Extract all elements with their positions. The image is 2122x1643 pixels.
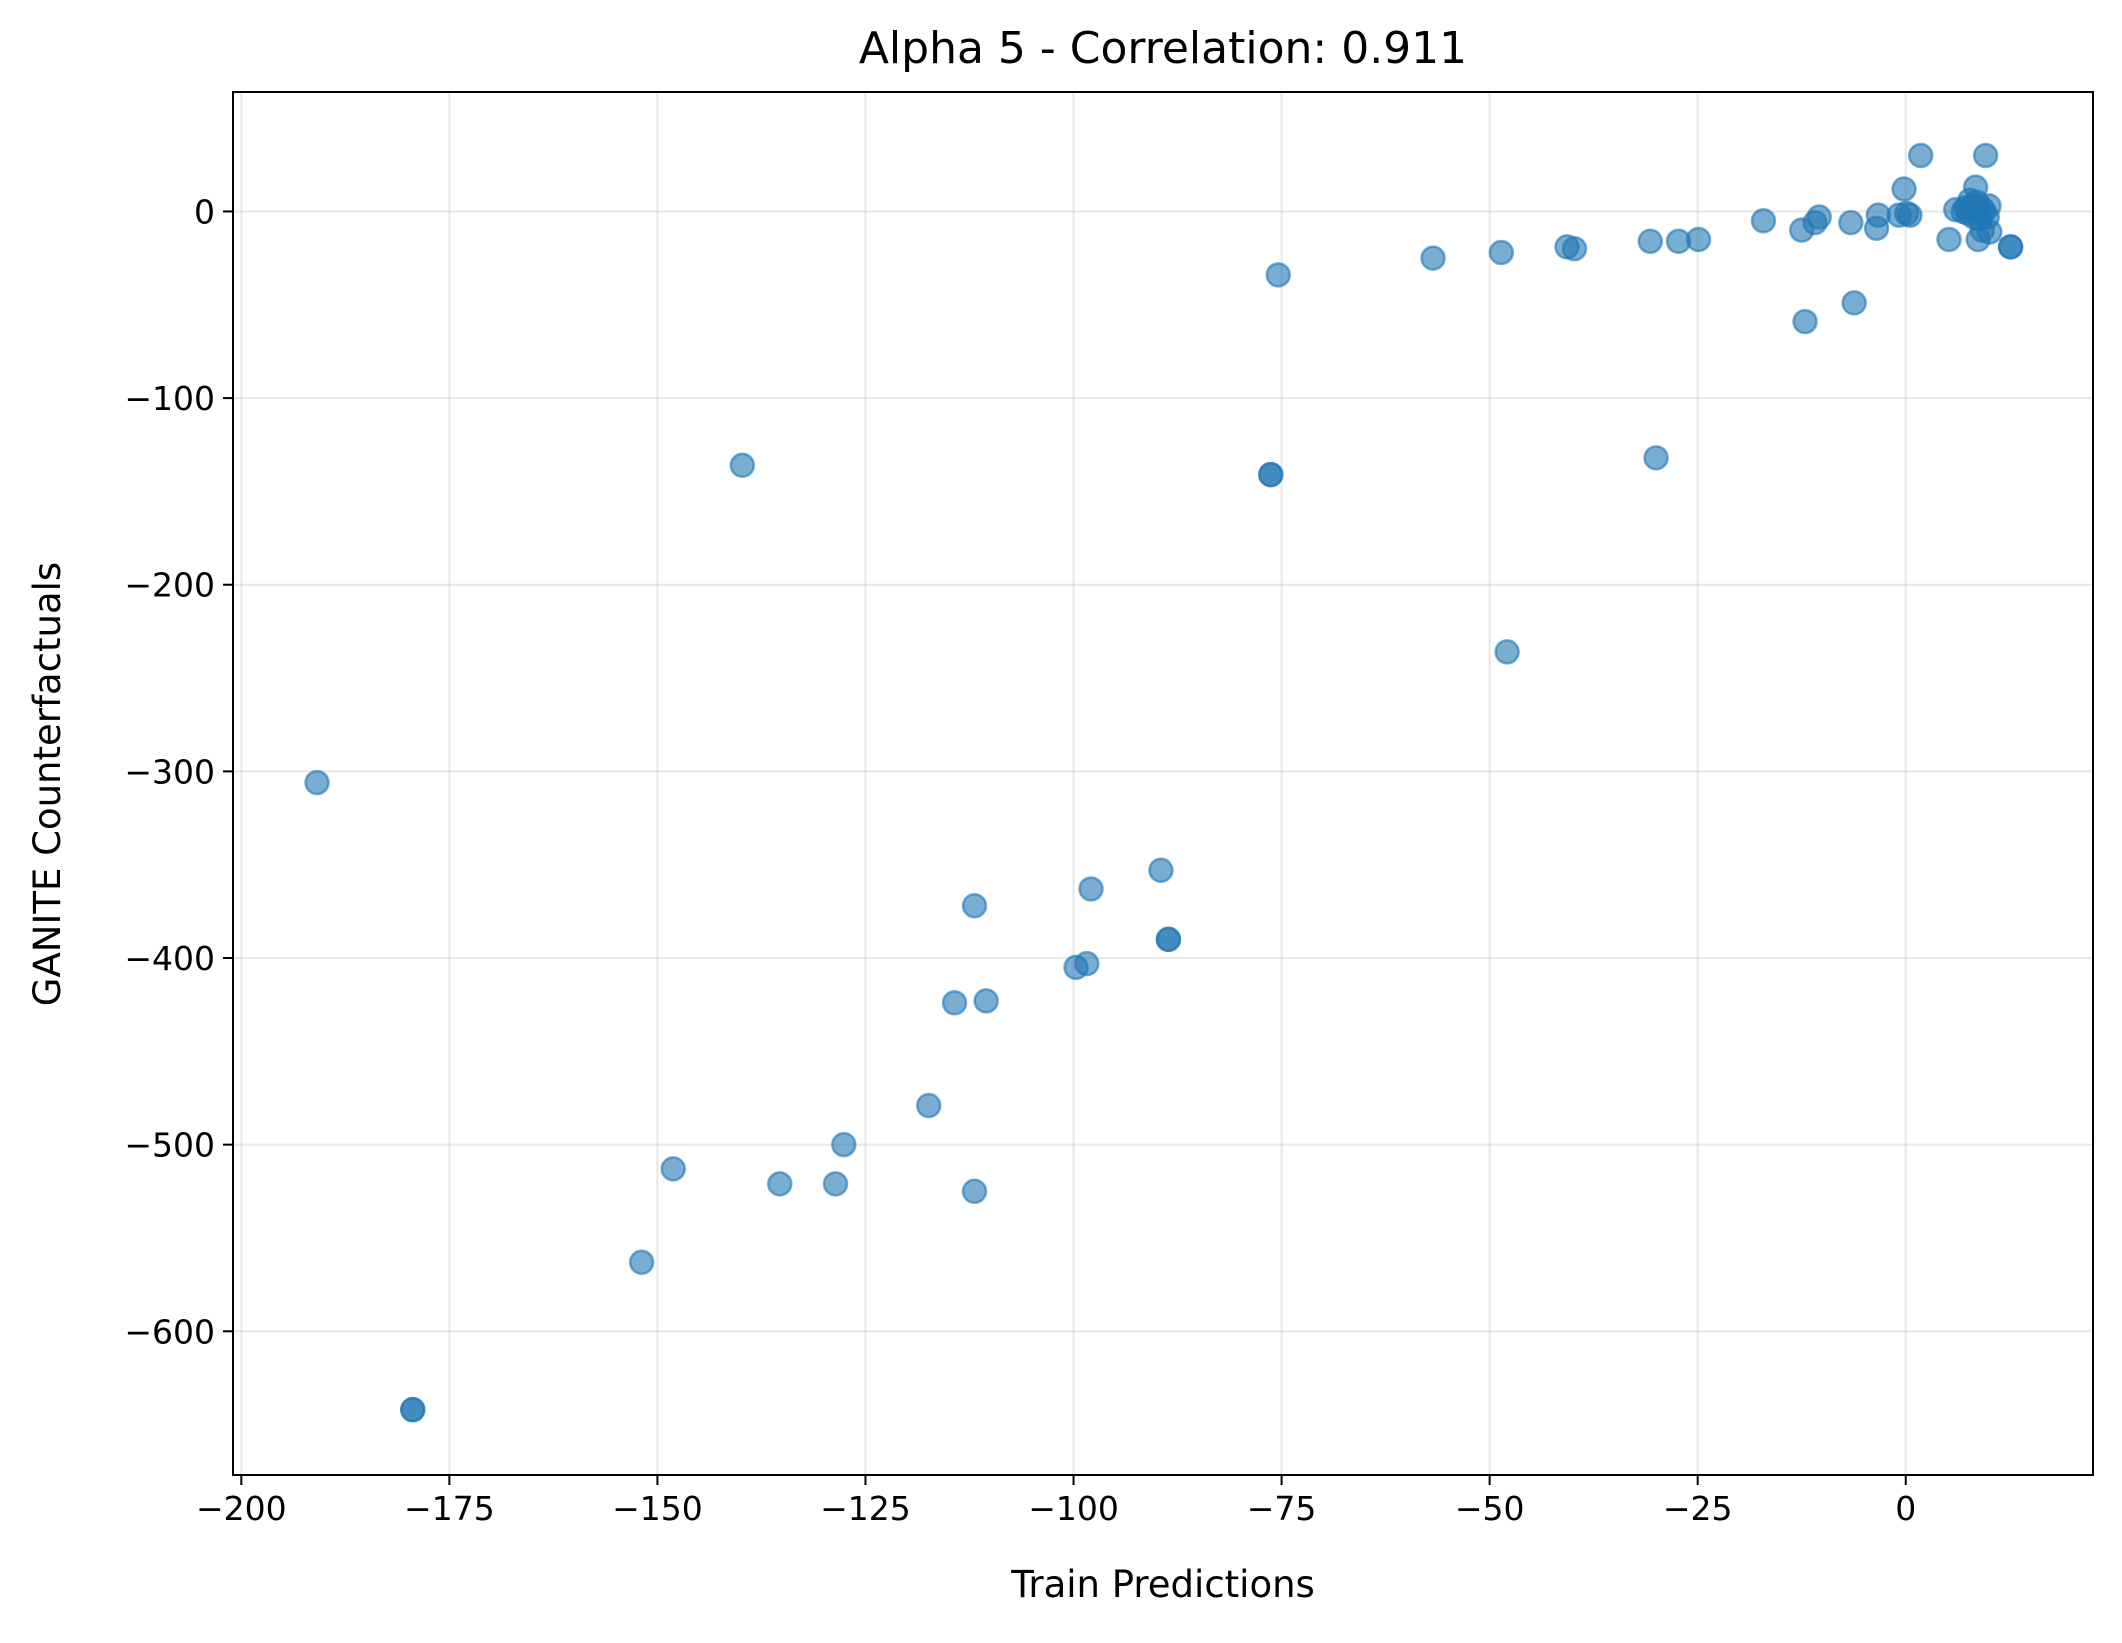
data-point <box>1265 262 1292 288</box>
y-tick-label: −100 <box>124 379 215 418</box>
data-point <box>1258 461 1284 488</box>
data-point <box>1997 234 2024 260</box>
data-point <box>961 892 988 919</box>
y-axis-label: GANITE Counterfactuals <box>26 562 69 1006</box>
data-point <box>1865 202 1892 228</box>
data-point <box>1972 142 1999 169</box>
x-axis-label: Train Predictions <box>1010 1563 1315 1606</box>
data-point <box>400 1396 426 1423</box>
x-tick-label: −200 <box>196 1489 287 1528</box>
data-point <box>1792 308 1818 335</box>
data-point <box>1977 219 2003 245</box>
x-tick-label: −75 <box>1247 1489 1317 1528</box>
data-point <box>1936 226 1962 253</box>
x-tick-label: 0 <box>1895 1489 1916 1528</box>
data-point <box>961 1178 988 1205</box>
y-tick-label: −300 <box>124 752 215 791</box>
y-axis-ticks: 0 −100 −200 −300 −400 −500 −600 <box>124 192 233 1351</box>
data-point <box>1155 926 1182 953</box>
x-tick-label: −175 <box>404 1489 495 1528</box>
data-point <box>941 990 968 1016</box>
x-tick-label: −150 <box>612 1489 703 1528</box>
grid-lines <box>233 92 2093 1475</box>
x-tick-label: −125 <box>820 1489 911 1528</box>
data-point <box>628 1249 655 1275</box>
data-point <box>1750 208 1777 234</box>
data-point <box>304 769 330 796</box>
x-tick-label: −25 <box>1663 1489 1733 1528</box>
x-axis-ticks: −200 −175 −150 −125 −100 −75 −50 −25 0 <box>196 1475 1916 1528</box>
plot-frame <box>232 91 2094 1476</box>
chart-title: Alpha 5 - Correlation: 0.911 <box>859 23 1467 74</box>
data-point <box>1838 209 1864 236</box>
y-tick-label: −600 <box>124 1312 215 1351</box>
data-point <box>1561 236 1588 262</box>
data-point <box>729 452 756 479</box>
data-point <box>822 1171 849 1197</box>
data-point <box>1637 228 1664 255</box>
x-tick-label: −100 <box>1028 1489 1119 1528</box>
y-tick-label: −400 <box>124 939 215 978</box>
data-point <box>1891 176 1917 202</box>
data-points <box>304 142 2024 1423</box>
data-point <box>1494 639 1520 665</box>
data-point <box>831 1131 857 1158</box>
y-tick-label: −200 <box>124 566 215 605</box>
data-point <box>915 1092 942 1119</box>
data-point <box>1488 239 1515 266</box>
data-point <box>1148 857 1174 884</box>
data-point <box>1074 950 1100 977</box>
data-point <box>767 1171 793 1197</box>
data-point <box>1907 142 1934 169</box>
data-point <box>1420 245 1446 271</box>
data-point <box>1685 226 1712 253</box>
data-point <box>973 988 999 1014</box>
data-point <box>1976 193 2002 219</box>
x-tick-label: −50 <box>1455 1489 1525 1528</box>
y-tick-label: 0 <box>194 192 215 231</box>
data-point <box>1643 445 1669 471</box>
y-tick-label: −500 <box>124 1126 215 1165</box>
data-point <box>1078 876 1104 902</box>
data-point <box>1806 204 1832 230</box>
data-point <box>1841 290 1867 316</box>
data-point <box>660 1156 686 1182</box>
data-point <box>1897 202 1923 228</box>
